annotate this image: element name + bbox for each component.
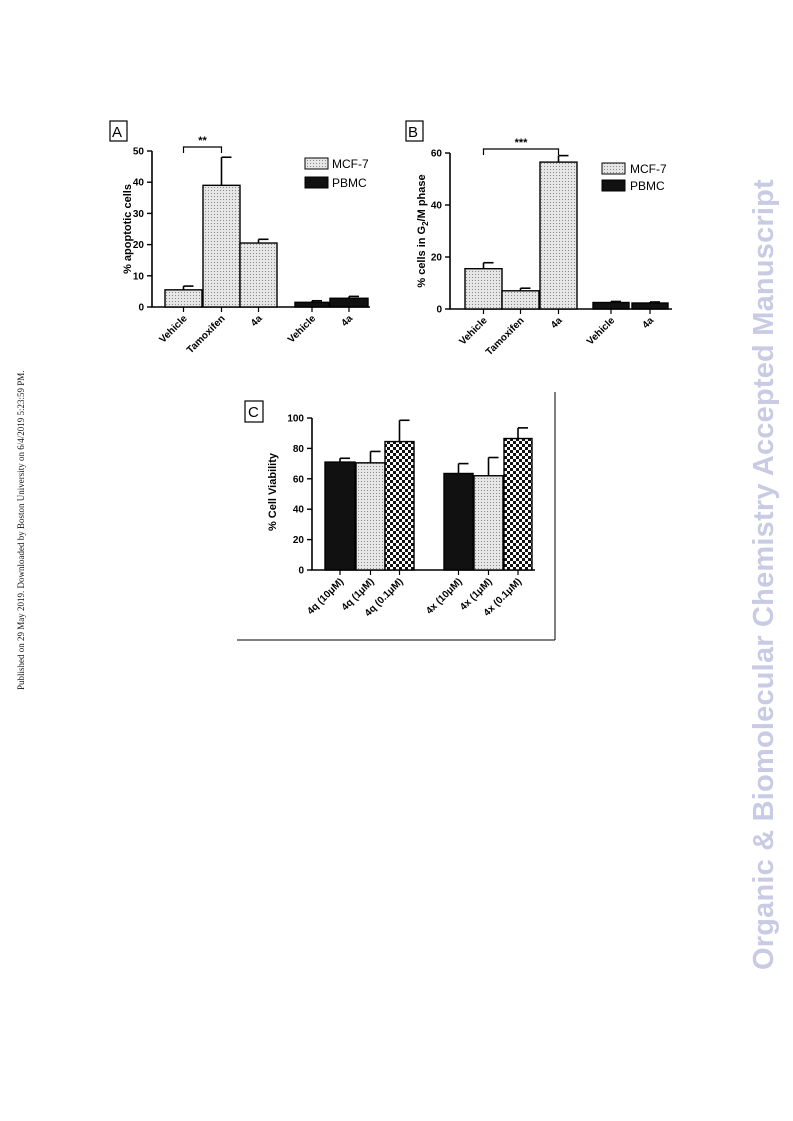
- y-tick-label: 0: [298, 566, 304, 577]
- bar: [294, 301, 330, 308]
- legend-swatch-pbmc: [601, 179, 626, 192]
- y-tick-label: 20: [133, 240, 145, 251]
- x-tick-label: Vehicle: [457, 315, 489, 347]
- panel-a-letter: A: [112, 124, 122, 141]
- bar: [202, 184, 241, 308]
- bar: [355, 462, 386, 571]
- legend-label-pbmc: PBMC: [332, 176, 367, 190]
- y-tick-label: 0: [138, 303, 144, 314]
- x-tick-label: 4a: [339, 313, 355, 329]
- panel-b-letter: B: [408, 124, 418, 141]
- panel-b-legend: MCF-7 PBMC: [601, 162, 667, 193]
- panel-c-letter: C: [248, 404, 259, 421]
- y-tick-label: 40: [133, 178, 145, 189]
- significance-label: ***: [515, 137, 529, 149]
- y-tick-label: 10: [133, 271, 145, 282]
- x-tick-label: Vehicle: [286, 313, 318, 345]
- legend-swatch-pbmc: [304, 176, 329, 189]
- bar: [239, 242, 278, 308]
- legend-swatch-mcf7: [304, 157, 329, 170]
- bar: [592, 301, 630, 310]
- significance-bracket: [182, 146, 223, 153]
- bar: [464, 268, 503, 310]
- bar: [473, 475, 504, 571]
- y-tick-label: 40: [431, 201, 443, 212]
- y-tick-label: 80: [293, 444, 305, 455]
- bar: [631, 302, 669, 310]
- y-tick-label: 0: [436, 305, 442, 316]
- x-tick-label: Tamoxifen: [484, 315, 527, 358]
- y-tick-label: 20: [293, 535, 305, 546]
- bar: [501, 290, 540, 310]
- y-tick-label: 40: [293, 505, 305, 516]
- y-tick-label: 60: [431, 149, 443, 160]
- x-tick-label: 4a: [249, 313, 265, 329]
- bar: [164, 289, 203, 308]
- bar: [503, 437, 533, 571]
- legend-label-mcf7: MCF-7: [630, 162, 667, 176]
- bar: [539, 161, 578, 310]
- legend-swatch-mcf7: [601, 162, 626, 175]
- y-tick-label: 20: [431, 253, 443, 264]
- bar: [443, 472, 474, 571]
- panel-b-ylabel: % cells in G2/M phase: [416, 174, 430, 287]
- x-tick-label: Vehicle: [585, 315, 617, 347]
- y-tick-label: 50: [133, 147, 145, 158]
- significance-bracket: [482, 148, 560, 155]
- significance-label: **: [198, 135, 207, 147]
- x-tick-label: 4x (10μM): [424, 576, 464, 616]
- panel-b: B % cells in G2/M phase 0204060VehicleTa…: [405, 120, 672, 358]
- bar: [324, 461, 356, 571]
- x-tick-label: Vehicle: [157, 313, 189, 345]
- y-tick-label: 100: [287, 414, 304, 425]
- panel-c-ylabel: % Cell Viability: [267, 452, 279, 531]
- x-tick-label: 4q (10μM): [305, 576, 346, 617]
- bar: [329, 297, 369, 308]
- y-tick-label: 60: [293, 474, 305, 485]
- bar: [384, 440, 415, 571]
- x-tick-label: 4a: [549, 315, 565, 331]
- panel-a-legend: MCF-7 PBMC: [304, 157, 369, 190]
- y-tick-label: 30: [133, 209, 145, 220]
- x-tick-label: Tamoxifen: [185, 313, 228, 356]
- x-tick-label: 4a: [640, 315, 656, 331]
- panel-a-ylabel: % apoptotic cells: [122, 184, 134, 274]
- panel-c: C % Cell Viability 0 20 40 60 80 100 4q (10μM)…: [237, 392, 556, 641]
- panel-a: A % apoptotic cells 01020304050VehicleTa…: [109, 120, 370, 356]
- legend-label-pbmc: PBMC: [630, 179, 665, 193]
- legend-label-mcf7: MCF-7: [332, 157, 369, 171]
